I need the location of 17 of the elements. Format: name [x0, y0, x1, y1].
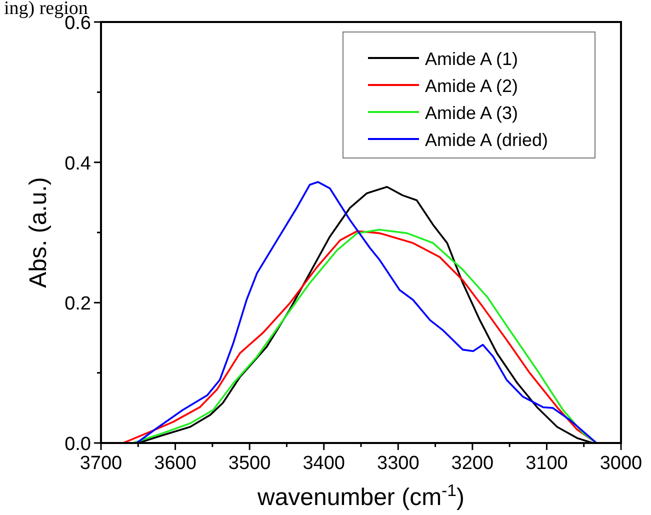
legend-label: Amide A (1) [425, 49, 518, 69]
x-tick-label: 3200 [451, 453, 494, 474]
y-axis-title: Abs. (a.u.) [25, 177, 52, 288]
y-tick-label: 0.4 [64, 153, 92, 174]
x-tick-label: 3100 [526, 453, 568, 474]
y-tick-label: 0.2 [64, 294, 91, 315]
x-tick-label: 3400 [302, 453, 345, 474]
x-axis-title: wavenumber (cm$^{-1}$) [256, 480, 464, 511]
legend-label: Amide A (dried) [425, 130, 548, 150]
x-tick-label: 3300 [377, 453, 420, 474]
legend-label: Amide A (3) [425, 103, 518, 123]
x-tick-label: 3500 [228, 453, 271, 474]
x-tick-label: 3600 [154, 453, 196, 474]
legend-label: Amide A (2) [425, 76, 518, 96]
x-tick-label: 3000 [600, 453, 642, 474]
x-tick-label: 3700 [80, 453, 122, 474]
y-tick-label: 0.0 [64, 434, 91, 455]
